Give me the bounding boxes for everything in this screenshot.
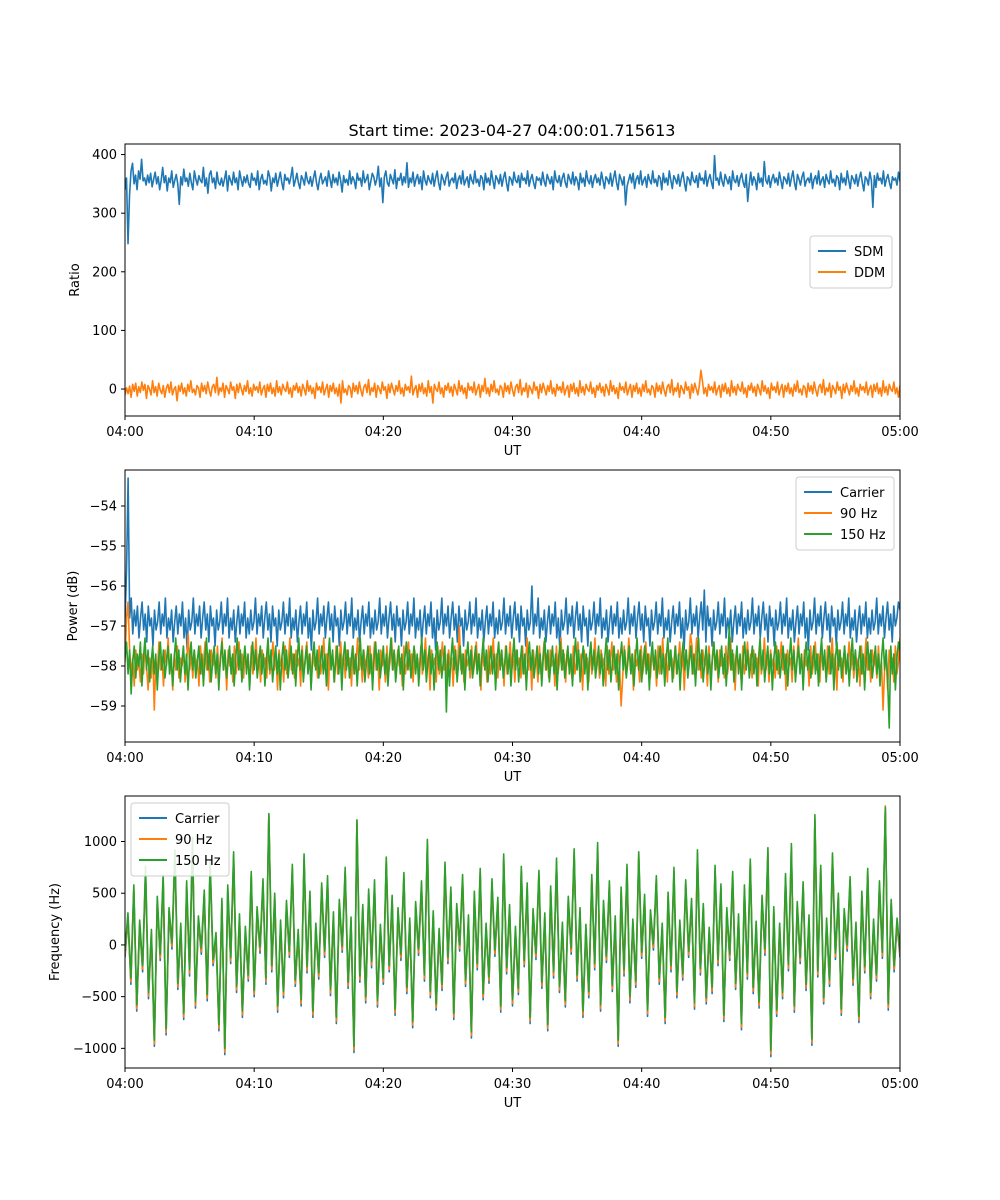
y-tick-label: −57 <box>90 620 117 635</box>
x-tick-label: 04:50 <box>752 425 789 440</box>
x-tick-label: 04:50 <box>752 1077 789 1092</box>
x-tick-label: 04:20 <box>365 751 402 766</box>
legend-label-sdm: SDM <box>854 245 883 260</box>
legend-label-90-hz: 90 Hz <box>840 507 877 522</box>
x-tick-label: 04:20 <box>365 1077 402 1092</box>
legend-label-carrier: Carrier <box>840 486 885 501</box>
y-tick-label: 400 <box>92 148 117 163</box>
legend: SDM DDM <box>809 235 893 289</box>
y-tick-label: −55 <box>90 540 117 555</box>
legend-box <box>130 802 230 877</box>
panel-ratio: 04:00 04:10 04:20 04:30 04:40 04:50 05:00 0 100 2… <box>68 143 919 459</box>
x-tick-label: 04:40 <box>623 1077 660 1092</box>
y-axis-label: Power (dB) <box>66 571 81 642</box>
legend: Carrier 90 Hz 150 Hz <box>130 802 230 877</box>
y-axis-label: Ratio <box>68 263 83 296</box>
y-tick-label: 500 <box>92 887 117 902</box>
y-tick-label: 200 <box>92 265 117 280</box>
plot-area <box>125 805 900 1058</box>
x-tick-label: 04:50 <box>752 751 789 766</box>
legend: Carrier 90 Hz 150 Hz <box>795 476 895 551</box>
series-line-150-hz <box>125 625 900 729</box>
y-axis-label: Frequency (Hz) <box>48 883 63 981</box>
x-tick-label: 04:40 <box>623 425 660 440</box>
x-tick-label: 04:00 <box>106 425 143 440</box>
legend-label-90-hz: 90 Hz <box>175 833 212 848</box>
legend-box <box>795 476 895 551</box>
plot-area <box>125 154 900 404</box>
x-tick-label: 05:00 <box>881 425 918 440</box>
series-line-carrier <box>125 477 900 651</box>
x-tick-label: 04:30 <box>494 425 531 440</box>
series-line-carrier <box>125 807 900 1058</box>
legend-label-carrier: Carrier <box>175 812 220 827</box>
x-axis-label: UT <box>504 444 522 459</box>
series-line-ddm <box>125 369 900 404</box>
y-tick-label: −56 <box>90 580 117 595</box>
panel-frequency: 04:00 04:10 04:20 04:30 04:40 04:50 05:00 −1000… <box>48 795 919 1111</box>
legend-label-150-hz: 150 Hz <box>175 854 221 869</box>
x-tick-label: 04:10 <box>235 425 272 440</box>
legend-box <box>809 235 893 289</box>
y-tick-label: −500 <box>81 990 117 1005</box>
y-tick-label: 100 <box>92 324 117 339</box>
x-tick-label: 04:10 <box>235 1077 272 1092</box>
x-axis-label: UT <box>504 1096 522 1111</box>
y-tick-label: −1000 <box>73 1042 117 1057</box>
y-tick-label: 1000 <box>84 835 117 850</box>
x-tick-label: 04:20 <box>365 425 402 440</box>
x-tick-label: 05:00 <box>881 751 918 766</box>
x-tick-label: 04:30 <box>494 1077 531 1092</box>
series-line-150-hz <box>125 806 900 1052</box>
x-tick-label: 04:10 <box>235 751 272 766</box>
plot-area <box>125 477 900 729</box>
x-tick-label: 05:00 <box>881 1077 918 1092</box>
y-tick-label: −54 <box>90 500 117 515</box>
y-tick-label: 0 <box>109 938 117 953</box>
x-tick-label: 04:30 <box>494 751 531 766</box>
legend-label-ddm: DDM <box>854 266 885 281</box>
legend-label-150-hz: 150 Hz <box>840 528 886 543</box>
y-tick-label: 300 <box>92 207 117 222</box>
series-line-90-hz <box>125 805 900 1055</box>
y-tick-label: −59 <box>90 700 117 715</box>
y-tick-label: −58 <box>90 660 117 675</box>
x-tick-label: 04:00 <box>106 751 143 766</box>
x-axis-label: UT <box>504 770 522 785</box>
y-tick-label: 0 <box>109 383 117 398</box>
figure-title: Start time: 2023-04-27 04:00:01.715613 <box>349 121 676 140</box>
x-tick-label: 04:40 <box>623 751 660 766</box>
panel-power: 04:00 04:10 04:20 04:30 04:40 04:50 05:00 −59 −5… <box>66 469 919 785</box>
x-tick-label: 04:00 <box>106 1077 143 1092</box>
series-line-sdm <box>125 154 900 245</box>
